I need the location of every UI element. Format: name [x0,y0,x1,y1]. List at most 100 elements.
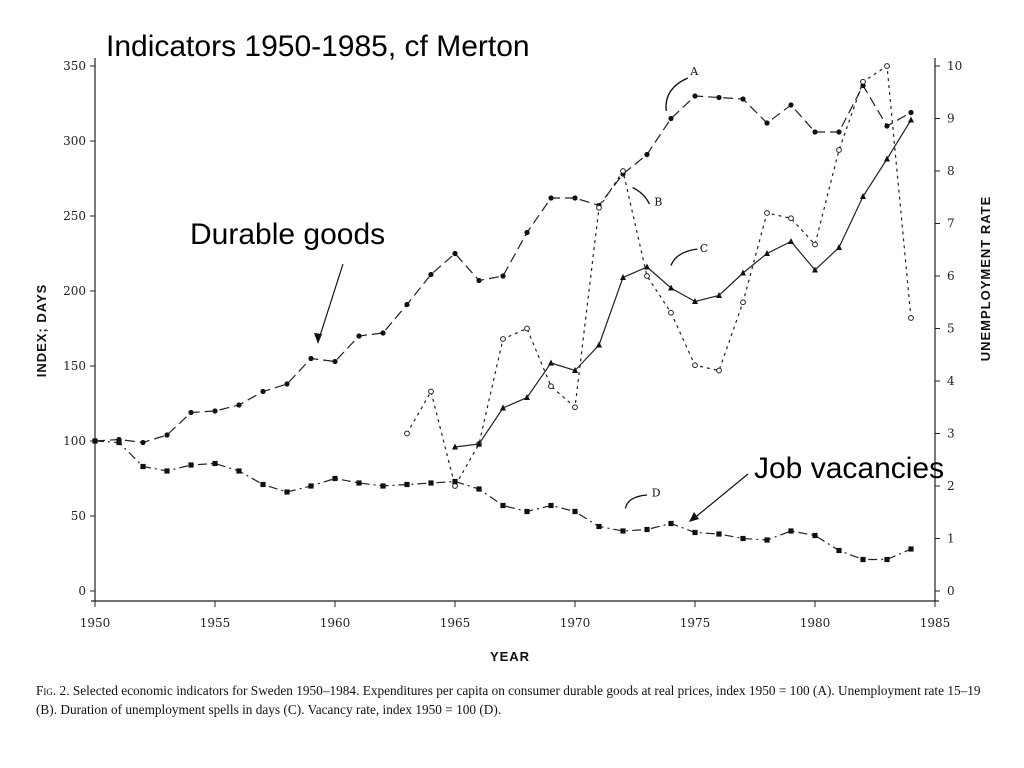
data-point [836,147,842,153]
data-point [548,195,554,201]
data-point [572,367,578,373]
data-point [644,263,650,270]
data-point [692,93,698,99]
y-tick-label: 250 [63,209,86,223]
series-C [452,116,914,450]
x-tick-label: 1985 [920,616,951,630]
x-tick-label: 1975 [680,616,711,630]
y-axis-title: INDEX; DAYS [34,284,49,378]
data-point [284,489,290,495]
data-point [692,362,698,369]
x-tick-label: 1980 [800,616,831,630]
data-point [404,481,410,488]
data-point [572,404,578,411]
data-point [428,271,434,278]
data-point [524,229,530,236]
data-point [308,355,314,362]
data-point [860,193,866,199]
data-point [404,301,410,308]
data-point [668,520,674,527]
y2-tick-label: 7 [947,217,955,231]
data-point [596,204,602,211]
data-point [260,481,266,488]
data-point [308,483,314,489]
data-point [572,195,578,201]
data-point [572,508,578,515]
data-point [764,250,770,256]
data-point [404,430,410,437]
data-point [188,462,194,468]
data-point [380,483,386,489]
y-tick-label: 300 [63,134,86,148]
data-point [596,341,602,348]
data-point [140,439,146,446]
data-point [668,309,674,316]
data-point [164,468,170,474]
data-point [836,129,842,135]
data-point [524,394,530,400]
line-chart: 0 50 100 150 200 250 300 350 0 1 2 3 4 5 6 7 8 9 10 1950 195… [34,58,993,664]
data-point [812,266,818,273]
data-point [812,532,818,539]
chart-axes: 0 50 100 150 200 250 300 350 0 1 2 3 4 5 6 7 8 9 10 1950 195… [34,58,993,664]
data-point [764,120,770,126]
data-point [548,383,554,390]
x-axis-title: YEAR [490,649,530,664]
data-point [452,478,458,485]
y2-tick-label: 10 [947,59,962,73]
data-point [716,531,722,537]
data-point [740,96,746,102]
callout-job-vacancies: Job vacancies [754,452,945,485]
series-label-A: A [689,65,699,78]
y2-tick-label: 9 [947,112,955,126]
caption-lead: Fig. 2. [36,683,70,698]
data-point [740,269,746,276]
data-point [716,367,722,374]
data-point [908,109,914,116]
data-point [380,330,386,336]
data-point [740,535,746,542]
data-point [836,547,842,554]
data-point [452,483,458,489]
data-point [788,528,794,534]
y-tick-label: 200 [63,284,86,298]
series-label-B: B [654,196,662,209]
data-point [884,123,890,129]
data-point [788,215,794,222]
callout-durable-goods: Durable goods [190,218,386,251]
data-point [668,115,674,122]
series-label-arrow-B [632,186,650,205]
data-point [548,502,554,509]
y-tick-label: 0 [78,584,86,598]
data-point [740,299,746,306]
series-A [92,82,914,446]
data-point [356,480,362,486]
series-B [404,63,914,489]
data-point [692,529,698,536]
data-point [92,438,98,444]
series-D [92,438,914,563]
y2-tick-label: 5 [947,322,955,336]
callout-vacancy-arrowhead [689,512,699,522]
data-point [332,475,338,482]
data-point [812,241,818,248]
y2-axis-title: UNEMPLOYMENT RATE [978,196,993,362]
data-point [908,546,914,552]
data-point [476,277,482,284]
data-point [524,325,530,332]
callout-durable-arrowhead [314,333,322,344]
y2-tick-label: 4 [947,374,955,388]
figure-caption: Fig. 2. Selected economic indicators for… [36,681,996,719]
series-label-arrow-D [624,494,648,509]
data-point [452,443,458,450]
data-point [500,404,506,411]
data-point [116,439,122,446]
y-tick-label: 350 [63,59,86,73]
y2-tick-label: 8 [947,164,955,178]
data-point [644,151,650,158]
series-line-C [454,119,912,448]
data-point [500,336,506,342]
chart-series [92,63,914,563]
data-point [260,388,266,395]
x-tick-label: 1955 [200,616,231,630]
